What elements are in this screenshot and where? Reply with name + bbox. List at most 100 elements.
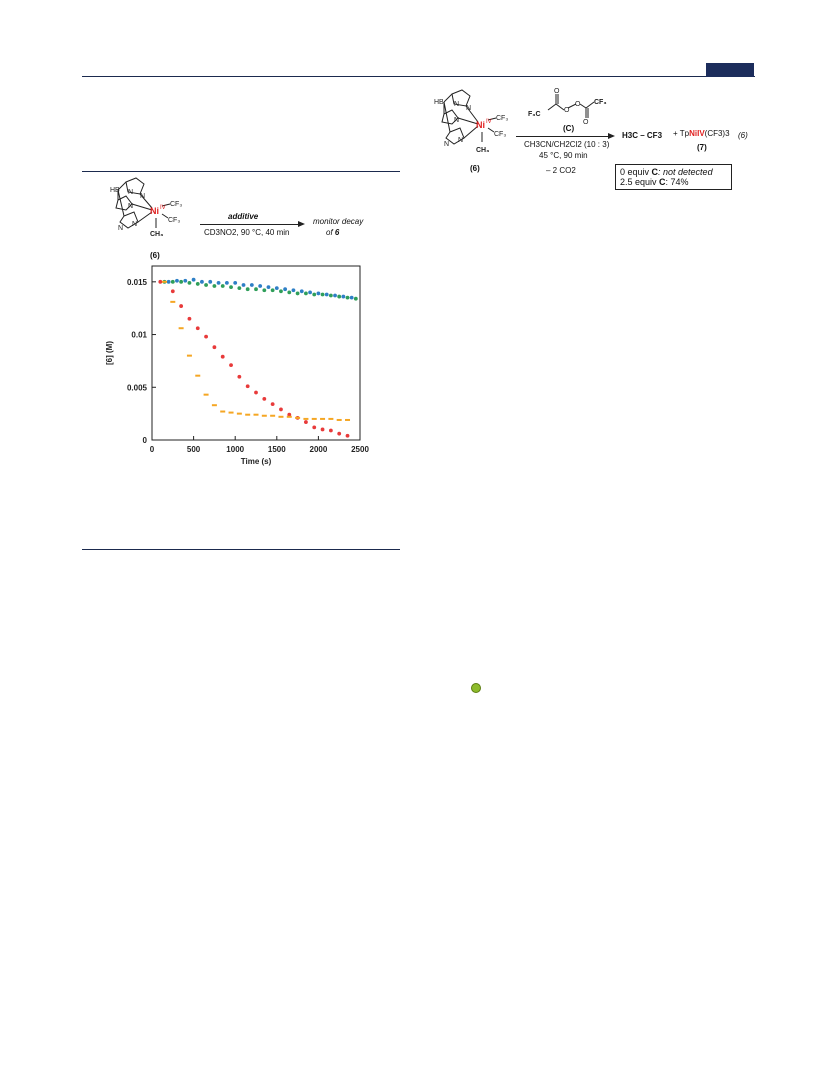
data-point-series-2 — [328, 293, 333, 298]
product-ethane: H3C – CF3 — [622, 131, 663, 140]
svg-text:CF₃: CF₃ — [496, 115, 508, 122]
product-line1: monitor decay — [313, 217, 364, 226]
data-point-series-4 — [170, 300, 176, 303]
data-point-series-3 — [279, 407, 283, 412]
svg-text:HB: HB — [434, 99, 444, 106]
y-tick-label: 0.005 — [127, 383, 148, 392]
data-point-series-3 — [212, 345, 217, 350]
svg-text:Ni: Ni — [150, 206, 159, 216]
reagent-label: (C) — [563, 124, 575, 133]
data-point-series-4 — [261, 414, 267, 417]
data-point-series-3 — [270, 402, 275, 407]
svg-text:O: O — [575, 101, 581, 108]
svg-text:CF₃: CF₃ — [170, 201, 182, 208]
compound-label-right: (6) — [470, 164, 480, 173]
equation-number: (6) — [738, 131, 748, 140]
data-point-series-4 — [286, 415, 292, 418]
data-point-series-2 — [245, 287, 250, 292]
data-point-series-2 — [304, 291, 308, 296]
data-point-series-1 — [200, 279, 204, 284]
data-point-series-4 — [245, 413, 251, 416]
conditions-line1: CH3CN/CH2Cl2 (10 : 3) — [524, 140, 610, 149]
svg-text:N: N — [132, 221, 137, 228]
data-point-series-2 — [204, 283, 208, 287]
result-box: 0 equiv C: not detected 2.5 equiv C: 74% — [615, 164, 732, 190]
data-point-series-3 — [195, 326, 200, 331]
svg-text:O: O — [583, 119, 589, 124]
data-point-series-2 — [312, 292, 317, 297]
svg-text:N: N — [454, 101, 459, 108]
svg-text:N: N — [444, 141, 449, 148]
reaction-arrowhead-right — [608, 133, 615, 139]
data-point-series-4 — [220, 410, 226, 413]
data-point-series-4 — [203, 393, 209, 396]
data-point-series-4 — [320, 417, 326, 420]
product-line2: of 6 — [326, 228, 340, 237]
data-point-series-3 — [345, 433, 350, 438]
data-point-series-3 — [287, 412, 292, 417]
x-tick-label: 2000 — [310, 445, 328, 454]
plot-frame — [151, 265, 361, 441]
x-tick-label: 1500 — [268, 445, 286, 454]
data-point-series-1 — [233, 280, 238, 285]
svg-text:HB: HB — [110, 187, 120, 194]
reagent-c-structure: F₃C O O O CF₃ O — [528, 88, 607, 124]
data-point-series-4 — [161, 280, 167, 283]
open-access-icon — [471, 683, 481, 693]
data-point-series-2 — [229, 285, 233, 289]
data-point-series-4 — [195, 374, 201, 377]
svg-text:O: O — [554, 88, 560, 95]
figure-top-rule — [82, 171, 400, 172]
journal-tab — [706, 63, 754, 77]
svg-text:CF₃: CF₃ — [594, 99, 607, 106]
svg-text:CF₃: CF₃ — [494, 131, 506, 138]
decay-chart: 0 500 1000 1500 2000 2500 0 0.005 0.01 0.015 Time … — [105, 265, 369, 466]
data-point-series-2 — [212, 284, 217, 288]
data-point-series-3 — [179, 304, 184, 308]
data-point-series-4 — [328, 417, 334, 420]
data-point-series-4 — [303, 417, 309, 420]
data-point-series-4 — [295, 416, 301, 419]
svg-text:CH₃: CH₃ — [476, 147, 489, 154]
data-point-series-1 — [274, 286, 279, 291]
data-point-series-4 — [345, 418, 351, 421]
data-point-series-1 — [349, 295, 354, 300]
svg-text:IV: IV — [486, 119, 492, 125]
y-axis-label: [6] (M) — [105, 341, 114, 365]
figure-bottom-rule — [82, 549, 400, 550]
data-point-series-1 — [308, 290, 312, 295]
x-axis-label: Time (s) — [241, 457, 272, 466]
data-point-series-1 — [324, 292, 329, 297]
svg-text:N: N — [458, 137, 463, 144]
data-point-series-1 — [183, 278, 188, 283]
data-point-series-3 — [304, 420, 308, 424]
data-point-series-2 — [287, 290, 292, 295]
svg-text:N: N — [466, 105, 471, 112]
data-point-series-2 — [195, 282, 200, 286]
result-line2: 2.5 equiv C: 74% — [620, 177, 689, 187]
data-point-series-1 — [166, 279, 171, 284]
data-point-series-2 — [353, 296, 358, 301]
data-point-series-4 — [211, 404, 217, 407]
data-point-series-2 — [237, 286, 242, 291]
data-point-series-1 — [249, 283, 254, 287]
svg-text:N: N — [128, 203, 133, 210]
y-tick-label: 0.01 — [131, 331, 147, 340]
data-point-series-2 — [179, 279, 184, 284]
data-point-series-1 — [241, 283, 246, 287]
complex-6-structure-left: HB N N N N N Ni IV CF₃ CF₃ CH₃ — [110, 177, 182, 238]
data-point-series-2 — [220, 284, 225, 288]
data-point-series-2 — [254, 287, 258, 292]
reaction-arrowhead-left — [298, 221, 305, 227]
data-point-series-1 — [258, 284, 263, 288]
data-point-series-4 — [236, 412, 242, 415]
data-point-series-2 — [337, 294, 342, 299]
data-point-series-1 — [224, 280, 229, 285]
data-point-series-2 — [320, 292, 325, 297]
compound-label-left: (6) — [150, 251, 160, 260]
data-point-series-3 — [254, 390, 258, 395]
data-point-series-3 — [245, 384, 250, 389]
svg-text:N: N — [128, 189, 133, 196]
svg-text:CF₃: CF₃ — [168, 217, 180, 224]
data-point-series-4 — [186, 354, 192, 357]
